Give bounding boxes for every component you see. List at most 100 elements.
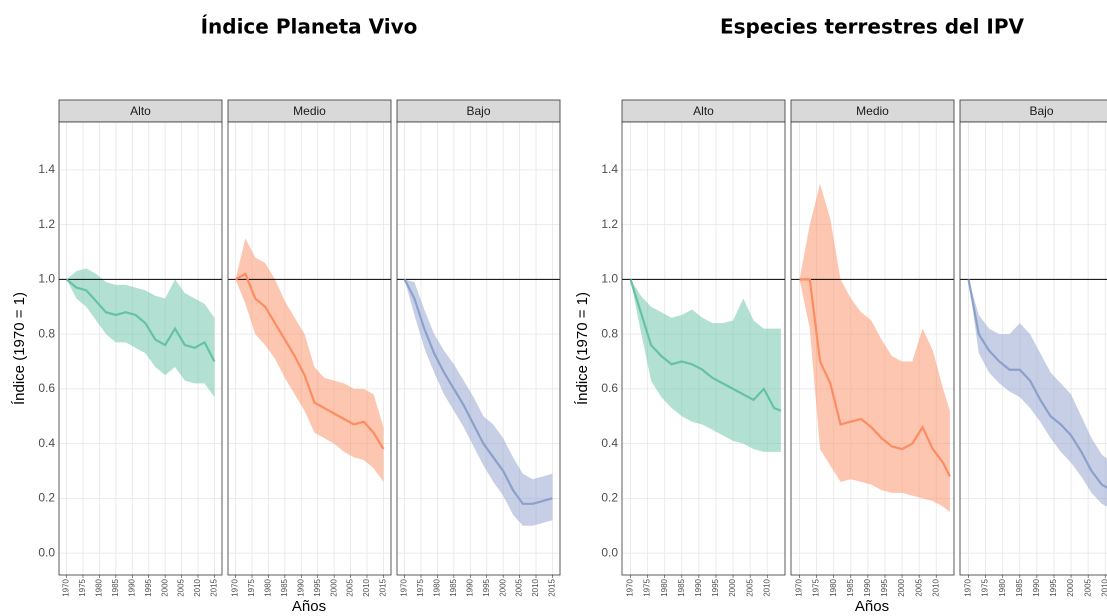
x-tick-label: 2005 (745, 578, 754, 596)
y-tick-label: 0.6 (601, 381, 618, 395)
y-tick-label: 0.2 (38, 491, 55, 505)
x-tick-label: 1970 (964, 578, 973, 596)
x-tick-label: 2015 (379, 578, 388, 596)
x-tick-label: 1990 (465, 578, 474, 596)
x-tick-label: 2010 (931, 578, 940, 596)
y-axis-label: Índice (1970 = 1) (11, 292, 28, 405)
y-tick-label: 0.6 (38, 381, 55, 395)
facet-panel: Alto 1970 1975 1980 1985 1990 1995 2000 2005 2010 (621, 99, 786, 597)
index-line (65, 278, 216, 363)
facet-label: Alto (693, 104, 714, 118)
panel-background (228, 122, 391, 575)
index-line (629, 279, 782, 412)
x-tick-label: 2015 (548, 578, 557, 596)
y-tick-label: 0.0 (601, 545, 618, 559)
x-tick-label: 2010 (762, 578, 771, 596)
facet-panel: Bajo 1970 1975 1980 1985 1990 1995 2000 2005 2010… (396, 99, 561, 597)
panel-border (396, 121, 561, 576)
x-tick-label: 2010 (1100, 578, 1107, 596)
panel-border (227, 121, 392, 576)
x-tick-label: 1985 (1015, 578, 1024, 596)
x-tick-label: 1995 (880, 578, 889, 596)
x-tick-label: 2000 (498, 578, 507, 596)
x-tick-label: 2005 (1083, 578, 1092, 596)
x-tick-label: 1995 (313, 578, 322, 596)
confidence-band (404, 279, 553, 526)
y-tick-label: 1.4 (601, 162, 618, 176)
x-tick-label: 1970 (62, 578, 71, 596)
x-tick-label: 1995 (482, 578, 491, 596)
x-tick-label: 1980 (264, 578, 273, 596)
x-tick-label: 1980 (433, 578, 442, 596)
facet-label: Medio (856, 104, 889, 118)
x-tick-label: 2015 (210, 578, 219, 596)
y-axis-label: Índice (1970 = 1) (574, 292, 591, 405)
x-tick-label: 1975 (247, 578, 256, 596)
x-tick-label: 2005 (177, 578, 186, 596)
x-tick-label: 1980 (660, 578, 669, 596)
x-tick-label: 2005 (914, 578, 923, 596)
x-tick-label: 1985 (280, 578, 289, 596)
y-tick-label: 0.0 (38, 545, 55, 559)
panel-border (621, 121, 786, 576)
facet-panel: Alto 1970 1975 1980 1985 1990 1995 2000 2005 2010… (58, 99, 223, 597)
facet-panel: Medio 1970 1975 1980 1985 1990 1995 2000 2005 201… (790, 99, 955, 597)
confidence-band (630, 279, 781, 452)
chart-title: Especies terrestres del IPV (720, 15, 1025, 39)
x-tick-label: 1985 (846, 578, 855, 596)
index-line (967, 279, 1107, 489)
x-tick-label: 2000 (160, 578, 169, 596)
x-tick-label: 2005 (515, 578, 524, 596)
x-tick-label: 2010 (531, 578, 540, 596)
x-tick-label: 1970 (231, 578, 240, 596)
x-tick-label: 1995 (144, 578, 153, 596)
y-tick-label: 1.0 (38, 272, 55, 286)
x-tick-label: 1990 (863, 578, 872, 596)
y-tick-label: 0.8 (38, 326, 55, 340)
x-tick-label: 1985 (111, 578, 120, 596)
x-tick-label: 2000 (728, 578, 737, 596)
y-tick-label: 1.4 (38, 162, 55, 176)
x-tick-label: 1970 (795, 578, 804, 596)
x-tick-label: 1990 (127, 578, 136, 596)
x-tick-label: 2010 (362, 578, 371, 596)
x-tick-label: 1985 (449, 578, 458, 596)
y-tick-label: 0.8 (601, 326, 618, 340)
x-tick-label: 1975 (981, 578, 990, 596)
x-tick-label: 1980 (998, 578, 1007, 596)
panel-border (58, 121, 223, 576)
index-line (403, 278, 553, 505)
confidence-band (799, 183, 950, 513)
facet-label: Medio (293, 104, 326, 118)
x-tick-label: 2010 (193, 578, 202, 596)
x-axis-label: Años (855, 598, 889, 615)
x-tick-label: 1990 (296, 578, 305, 596)
index-line (799, 278, 951, 477)
x-tick-label: 1985 (677, 578, 686, 596)
x-tick-label: 2000 (329, 578, 338, 596)
x-tick-label: 1995 (1049, 578, 1058, 596)
x-tick-label: 1980 (829, 578, 838, 596)
x-tick-label: 2005 (346, 578, 355, 596)
panel-border (790, 121, 955, 576)
facet-panel: Medio 1970 1975 1980 1985 1990 1995 2000 2005 201… (227, 99, 392, 597)
confidence-band (66, 268, 215, 398)
facet-label: Alto (130, 104, 151, 118)
x-tick-label: 1975 (643, 578, 652, 596)
x-tick-label: 2000 (1066, 578, 1075, 596)
y-tick-label: 1.0 (601, 272, 618, 286)
x-tick-label: 1970 (626, 578, 635, 596)
facet-panel: Bajo 1970 1975 1980 1985 1990 1995 2000 2005 2010 (959, 99, 1107, 597)
x-tick-label: 1975 (78, 578, 87, 596)
x-tick-label: 1990 (694, 578, 703, 596)
y-tick-label: 0.4 (601, 436, 618, 450)
facet-label: Bajo (466, 104, 490, 118)
x-axis-label: Años (292, 598, 326, 615)
x-tick-label: 1975 (416, 578, 425, 596)
y-tick-label: 1.2 (601, 217, 618, 231)
x-tick-label: 1975 (812, 578, 821, 596)
index-line (235, 272, 385, 450)
x-tick-label: 1970 (400, 578, 409, 596)
x-tick-label: 1995 (711, 578, 720, 596)
